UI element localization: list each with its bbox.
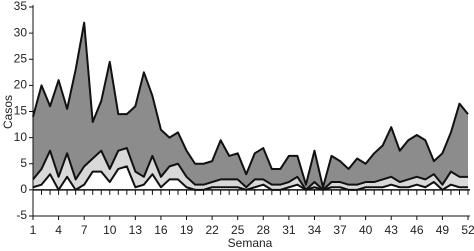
x-tick-label: 46	[410, 223, 424, 237]
x-tick-label: 37	[333, 223, 347, 237]
x-tick-label: 28	[257, 223, 271, 237]
x-tick-label: 40	[359, 223, 373, 237]
x-tick-label: 22	[205, 223, 219, 237]
x-tick-label: 7	[81, 223, 88, 237]
y-tick-label: 10	[14, 130, 28, 144]
x-tick-label: 34	[308, 223, 322, 237]
y-tick-label: 20	[14, 78, 28, 92]
x-tick-label: 16	[154, 223, 168, 237]
line	[32, 21, 469, 189]
x-tick-label: 10	[103, 223, 117, 237]
y-tick-label: -5	[16, 208, 27, 222]
y-tick-label: 0	[20, 182, 27, 196]
y-tick-label: 5	[20, 156, 27, 170]
y-tick-label: 25	[14, 51, 28, 65]
x-tick-label: 52	[461, 223, 474, 237]
y-axis-label: Casos	[1, 95, 15, 129]
area	[33, 148, 468, 190]
line	[32, 147, 468, 191]
x-tick-label: 19	[180, 223, 194, 237]
y-tick-label: 35	[14, 0, 28, 13]
x-tick-label: 25	[231, 223, 245, 237]
x-tick-label: 49	[436, 223, 450, 237]
x-tick-label: 43	[385, 223, 399, 237]
x-axis-label: Semana	[228, 236, 273, 250]
line	[32, 165, 468, 191]
area	[33, 22, 468, 190]
x-tick-label: 13	[129, 223, 143, 237]
x-tick-label: 31	[282, 223, 296, 237]
x-tick-label: 4	[55, 223, 62, 237]
y-tick-label: 30	[14, 25, 28, 39]
x-tick-label: 1	[30, 223, 37, 237]
y-tick-label: 15	[14, 104, 28, 118]
